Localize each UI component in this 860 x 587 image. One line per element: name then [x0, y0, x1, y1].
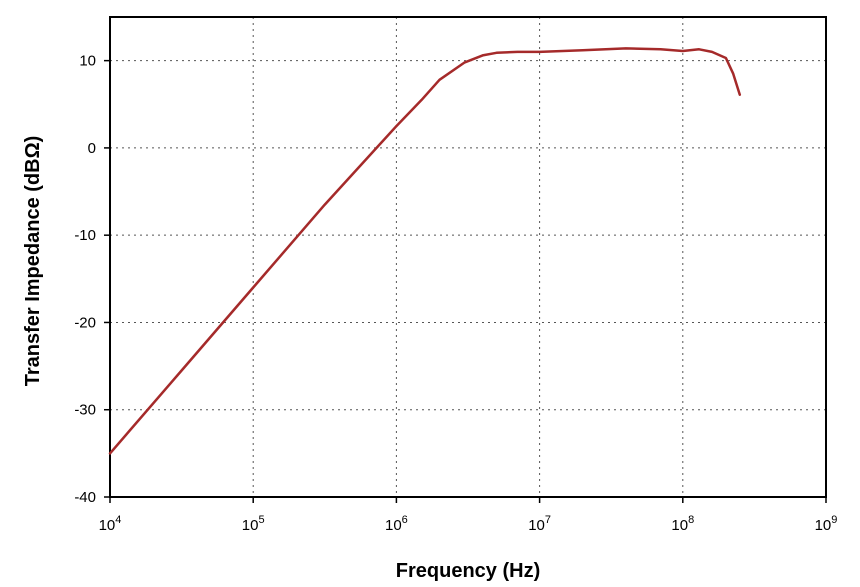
- y-axis-title: Transfer Impedance (dBΩ): [22, 136, 44, 387]
- y-tick-label: -20: [74, 314, 96, 331]
- x-axis-title: Frequency (Hz): [396, 560, 540, 582]
- x-tick-label: 105: [242, 514, 265, 534]
- y-tick-label: 0: [88, 140, 96, 157]
- y-tick-label: -10: [74, 227, 96, 244]
- x-tick-label: 109: [815, 514, 838, 534]
- axis-ticks: [104, 59, 827, 503]
- x-tick-label: 104: [99, 514, 122, 534]
- series-line: [108, 47, 742, 455]
- tick-labels: 104 105 106 107 108 109 10 0 -10 -20 -30 -40: [74, 53, 837, 534]
- x-tick-label: 106: [385, 514, 408, 534]
- x-tick-label: 107: [528, 514, 551, 534]
- y-tick-label: 10: [79, 53, 96, 70]
- plot-frame: [109, 16, 827, 498]
- x-tick-label: 108: [671, 514, 694, 534]
- y-tick-label: -40: [74, 489, 96, 506]
- y-tick-label: -30: [74, 402, 96, 419]
- gridlines: [110, 17, 826, 497]
- series-layer: [108, 47, 742, 455]
